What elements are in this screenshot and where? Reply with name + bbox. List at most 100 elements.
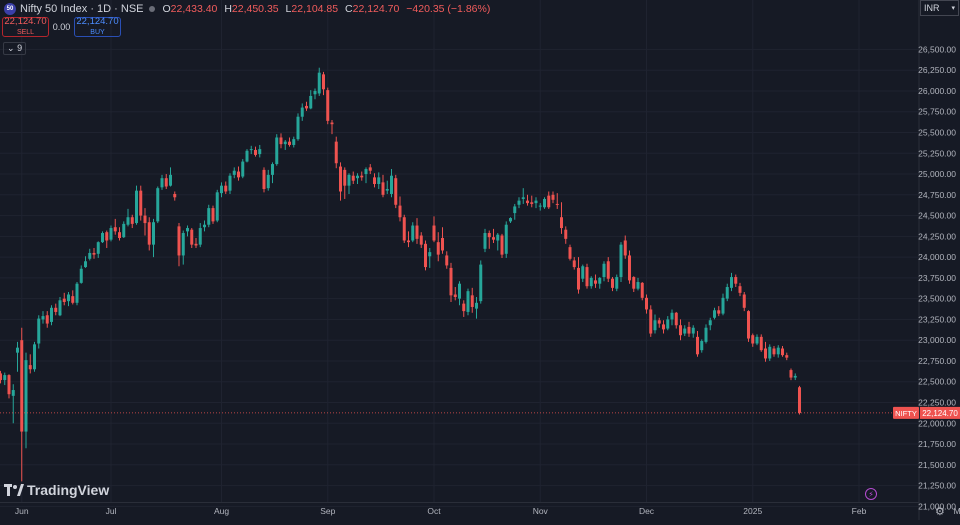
- candle-up[interactable]: [24, 352, 28, 449]
- candle-up[interactable]: [309, 90, 313, 110]
- candle-up[interactable]: [203, 220, 206, 232]
- candle-down[interactable]: [118, 227, 121, 241]
- candle-down[interactable]: [432, 216, 436, 243]
- candle-up[interactable]: [479, 260, 483, 304]
- candle-up[interactable]: [708, 317, 712, 331]
- candle-down[interactable]: [351, 171, 355, 185]
- candle-down[interactable]: [674, 311, 678, 329]
- candle-up[interactable]: [670, 309, 674, 326]
- candle-down[interactable]: [764, 341, 767, 362]
- candle-up[interactable]: [313, 88, 317, 100]
- candle-down[interactable]: [305, 101, 308, 111]
- candle-up[interactable]: [50, 305, 53, 326]
- candle-up[interactable]: [683, 325, 687, 337]
- candle-down[interactable]: [453, 287, 457, 301]
- candle-down[interactable]: [394, 174, 398, 209]
- candle-up[interactable]: [79, 265, 83, 284]
- candle-down[interactable]: [45, 311, 49, 328]
- candle-down[interactable]: [781, 346, 784, 357]
- candle-up[interactable]: [109, 225, 113, 242]
- candle-up[interactable]: [152, 218, 155, 258]
- candle-down[interactable]: [632, 276, 636, 293]
- candle-down[interactable]: [679, 319, 682, 341]
- candle-up[interactable]: [458, 281, 461, 306]
- candle-down[interactable]: [492, 228, 495, 243]
- candle-up[interactable]: [16, 341, 19, 372]
- candle-down[interactable]: [738, 282, 742, 297]
- candle-up[interactable]: [411, 222, 415, 243]
- candle-down[interactable]: [224, 181, 228, 194]
- candle-down[interactable]: [334, 136, 338, 169]
- candle-up[interactable]: [619, 242, 623, 283]
- candle-up[interactable]: [241, 159, 245, 179]
- candle-up[interactable]: [347, 173, 351, 194]
- candle-down[interactable]: [343, 167, 347, 199]
- candle-up[interactable]: [300, 103, 304, 121]
- candle-down[interactable]: [322, 71, 325, 96]
- candle-up[interactable]: [509, 217, 512, 224]
- candle-up[interactable]: [725, 283, 729, 302]
- candle-down[interactable]: [530, 195, 534, 208]
- lightning-icon[interactable]: ⚡: [865, 488, 877, 500]
- candle-down[interactable]: [288, 137, 291, 147]
- candle-up[interactable]: [135, 185, 138, 225]
- candle-down[interactable]: [662, 320, 665, 334]
- candle-up[interactable]: [198, 223, 202, 248]
- candle-down[interactable]: [649, 305, 653, 337]
- candle-down[interactable]: [611, 277, 614, 292]
- candle-down[interactable]: [262, 167, 266, 193]
- candle-up[interactable]: [504, 221, 508, 258]
- candle-down[interactable]: [164, 174, 168, 189]
- currency-select[interactable]: INR ▾: [920, 0, 959, 16]
- candle-up[interactable]: [37, 315, 41, 349]
- candle-up[interactable]: [317, 67, 321, 96]
- candle-up[interactable]: [666, 316, 670, 331]
- candle-down[interactable]: [407, 231, 410, 248]
- candle-down[interactable]: [645, 294, 648, 314]
- candle-up[interactable]: [602, 261, 606, 282]
- candle-down[interactable]: [326, 87, 330, 125]
- candle-up[interactable]: [598, 277, 602, 289]
- candle-down[interactable]: [785, 352, 789, 361]
- candle-up[interactable]: [615, 274, 619, 292]
- candle-up[interactable]: [215, 189, 219, 223]
- candle-down[interactable]: [424, 240, 427, 271]
- candle-up[interactable]: [122, 221, 126, 239]
- candle-down[interactable]: [62, 292, 66, 306]
- candle-up[interactable]: [96, 241, 100, 258]
- candle-up[interactable]: [700, 339, 704, 353]
- candle-down[interactable]: [441, 227, 444, 254]
- candle-up[interactable]: [245, 149, 249, 163]
- candle-up[interactable]: [11, 384, 15, 424]
- candle-up[interactable]: [88, 248, 92, 261]
- candle-down[interactable]: [751, 333, 755, 347]
- candle-up[interactable]: [428, 247, 432, 268]
- candle-down[interactable]: [470, 287, 474, 313]
- candle-down[interactable]: [415, 218, 419, 244]
- candle-down[interactable]: [113, 218, 117, 235]
- candle-up[interactable]: [181, 230, 185, 265]
- candle-up[interactable]: [538, 203, 542, 211]
- candle-up[interactable]: [58, 296, 62, 317]
- candle-down[interactable]: [177, 223, 181, 267]
- candle-down[interactable]: [279, 133, 283, 149]
- candle-up[interactable]: [126, 208, 130, 227]
- candle-down[interactable]: [71, 290, 75, 305]
- candle-up[interactable]: [156, 186, 160, 224]
- nifty-logo-icon[interactable]: 50: [4, 3, 16, 15]
- candle-down[interactable]: [487, 230, 491, 249]
- candle-down[interactable]: [402, 214, 406, 243]
- candle-down[interactable]: [28, 354, 32, 374]
- candle-up[interactable]: [581, 264, 585, 283]
- candle-up[interactable]: [258, 144, 262, 158]
- candle-up[interactable]: [704, 324, 708, 344]
- candle-down[interactable]: [194, 238, 198, 248]
- candle-down[interactable]: [339, 162, 342, 201]
- candle-up[interactable]: [730, 272, 733, 292]
- candle-up[interactable]: [776, 345, 780, 358]
- candle-down[interactable]: [330, 120, 334, 135]
- buy-button[interactable]: 22,124.70 BUY: [74, 17, 121, 37]
- candle-up[interactable]: [534, 197, 538, 209]
- candle-up[interactable]: [589, 276, 593, 289]
